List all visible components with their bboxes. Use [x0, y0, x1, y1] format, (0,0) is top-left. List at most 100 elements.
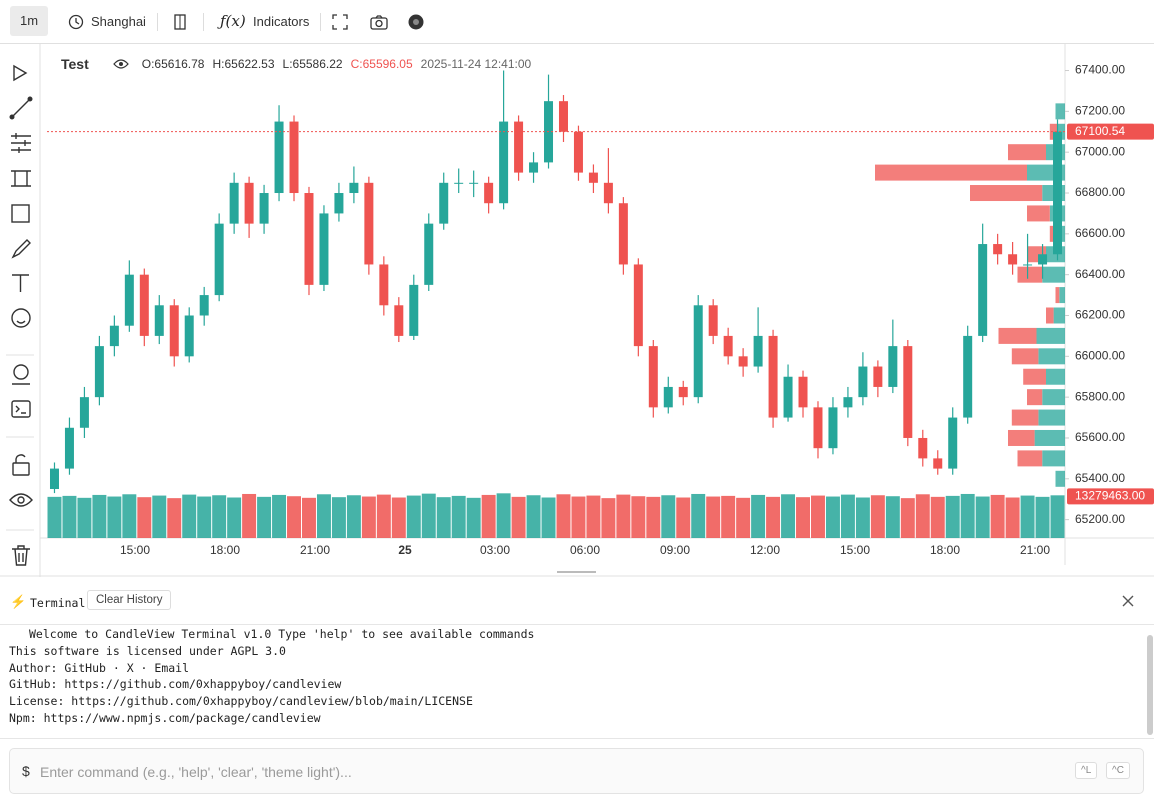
last-volume-box	[1067, 488, 1154, 505]
fx-icon: ƒ(x)	[220, 12, 246, 30]
volume-bar	[781, 494, 796, 538]
x-tick-label: 09:00	[660, 543, 690, 557]
indicators-button[interactable]: Indicators	[253, 14, 310, 29]
candle-body	[529, 162, 539, 173]
scrollbar[interactable]	[1147, 635, 1153, 735]
volume-bar	[361, 496, 376, 538]
candle-body	[94, 346, 104, 398]
volume-bar	[227, 497, 242, 538]
volume-bar	[721, 495, 736, 538]
clear-history-button[interactable]: Clear History	[87, 590, 172, 610]
volume-bar	[1035, 496, 1050, 538]
volume-bar	[92, 494, 107, 538]
volume-bar	[331, 497, 346, 538]
terminal-tool[interactable]	[11, 400, 31, 418]
line-tool[interactable]	[11, 98, 31, 118]
candle-body	[49, 468, 59, 490]
candle-body	[349, 182, 359, 194]
y-tick-label: 65400.00	[1075, 471, 1125, 485]
volume-bar	[825, 496, 840, 538]
rect-tool[interactable]	[11, 204, 30, 223]
x-tick-label: 15:00	[120, 543, 150, 557]
legend-open: O:65616.78	[141, 57, 205, 71]
timezone-button[interactable]: Shanghai	[91, 14, 146, 29]
profile-sell	[1008, 429, 1035, 446]
hide-tool[interactable]	[9, 493, 33, 507]
candle-body	[139, 274, 149, 336]
text-tool[interactable]	[12, 274, 29, 292]
volume-bar	[676, 497, 691, 538]
profile-sell	[1008, 144, 1046, 161]
candle-body	[918, 437, 928, 459]
profile-sell	[1027, 205, 1050, 222]
volume-bar	[571, 496, 586, 538]
candle-body	[978, 244, 988, 336]
legend-time: 2025-11-24 12:41:00	[420, 57, 532, 71]
y-tick-label: 67400.00	[1075, 63, 1125, 77]
candle-body	[873, 366, 883, 387]
camera-icon[interactable]	[370, 13, 388, 31]
theme-icon[interactable]	[408, 14, 424, 30]
volume-bar	[406, 495, 421, 538]
profile-sell	[1017, 266, 1043, 283]
cursor-tool[interactable]	[13, 64, 28, 82]
candle-body	[903, 346, 913, 438]
volume-bar	[840, 494, 855, 538]
ruler-tool[interactable]	[11, 170, 31, 187]
candle-body	[738, 356, 748, 367]
candle-body	[79, 397, 89, 428]
volume-bar	[870, 495, 885, 538]
magnet-tool[interactable]	[13, 364, 29, 380]
volume-bars	[47, 493, 1065, 538]
interval-button[interactable]: 1m	[10, 6, 48, 36]
visibility-icon[interactable]	[112, 58, 129, 70]
profile-buy	[1042, 450, 1065, 467]
pencil-tool[interactable]	[11, 239, 31, 259]
close-button[interactable]	[1121, 594, 1135, 608]
terminal-line: License: https://github.com/0xhappyboy/c…	[9, 694, 473, 709]
candle-body	[648, 346, 658, 408]
clock-icon	[68, 14, 84, 30]
terminal-panel: ⚡ Terminal Clear History Welcome to Cand…	[0, 577, 1154, 797]
profile-buy	[1055, 470, 1065, 487]
lock-tool[interactable]	[12, 462, 30, 476]
candle-body	[304, 193, 314, 285]
candle-body	[678, 386, 688, 398]
volume-bar	[1005, 497, 1020, 538]
delete-tool[interactable]	[12, 545, 30, 566]
candle-body	[768, 335, 778, 418]
y-tick-label: 67000.00	[1075, 144, 1125, 158]
fullscreen-icon[interactable]	[332, 14, 348, 30]
candle-body	[379, 264, 389, 306]
shortcut: ^L	[1075, 762, 1098, 779]
volume-bar	[197, 496, 212, 538]
emoji-tool[interactable]	[11, 308, 31, 328]
volume-bar	[466, 497, 481, 538]
candle-body	[708, 305, 718, 336]
y-tick-label: 66000.00	[1075, 348, 1125, 362]
y-tick-label: 65200.00	[1075, 512, 1125, 526]
candle-body	[603, 182, 613, 204]
chart-type-icon[interactable]	[173, 13, 187, 31]
y-tick-label: 66800.00	[1075, 185, 1125, 199]
candle-body	[454, 182, 464, 184]
candle-body	[693, 305, 703, 398]
fib-tool[interactable]	[11, 133, 31, 153]
candle-body	[588, 172, 598, 183]
terminal-line: Npm: https://www.npmjs.com/package/candl…	[9, 710, 321, 725]
candle-body	[813, 407, 823, 449]
volume-bar	[766, 496, 781, 538]
terminal-line: Welcome to CandleView Terminal v1.0 Type…	[29, 627, 535, 641]
volume-bar	[122, 494, 137, 538]
candle-body	[259, 193, 269, 224]
candle-body	[948, 417, 958, 469]
candle-body	[1038, 254, 1048, 265]
candle-body	[469, 182, 479, 184]
candle-body	[633, 264, 643, 347]
command-input[interactable]: $ Enter command (e.g., 'help', 'clear', …	[9, 748, 1144, 794]
last-price-box	[1067, 123, 1154, 140]
candle-body	[843, 397, 853, 408]
volume-bar	[990, 494, 1005, 538]
candle-body	[753, 335, 763, 367]
